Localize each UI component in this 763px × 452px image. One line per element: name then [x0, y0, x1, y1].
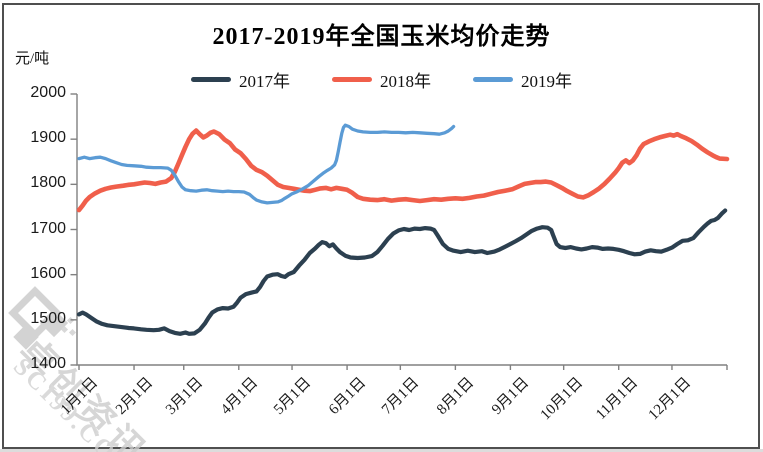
- y-tick-label: 1600: [30, 264, 66, 282]
- series-line-2017年: [76, 208, 728, 336]
- legend-line-swatch-2018: [332, 77, 372, 82]
- legend: 2017年 2018年 2019年: [0, 67, 763, 92]
- y-tick-label: 2000: [30, 84, 66, 101]
- legend-item-2017: 2017年: [191, 67, 290, 92]
- bottom-edge-strip: [0, 449, 763, 452]
- legend-label-2018: 2018年: [380, 72, 431, 91]
- legend-label-2017: 2017年: [239, 72, 290, 91]
- legend-item-2018: 2018年: [332, 67, 431, 92]
- y-axis-unit-label: 元/吨: [15, 51, 50, 67]
- y-tick-label: 1400: [30, 355, 66, 372]
- series-line-2018年: [76, 128, 730, 213]
- y-tick-label: 1800: [30, 174, 66, 192]
- y-tick-label: 1900: [30, 129, 66, 147]
- series-line-2019年: [77, 123, 456, 205]
- y-tick-label: 1700: [30, 219, 66, 237]
- legend-line-swatch-2019: [473, 77, 513, 82]
- y-tick-label: 1500: [30, 309, 66, 327]
- legend-line-swatch-2017: [191, 77, 231, 82]
- legend-item-2019: 2019年: [473, 67, 572, 92]
- legend-label-2019: 2019年: [521, 72, 572, 91]
- chart-title: 2017-2019年全国玉米均价走势: [212, 24, 551, 50]
